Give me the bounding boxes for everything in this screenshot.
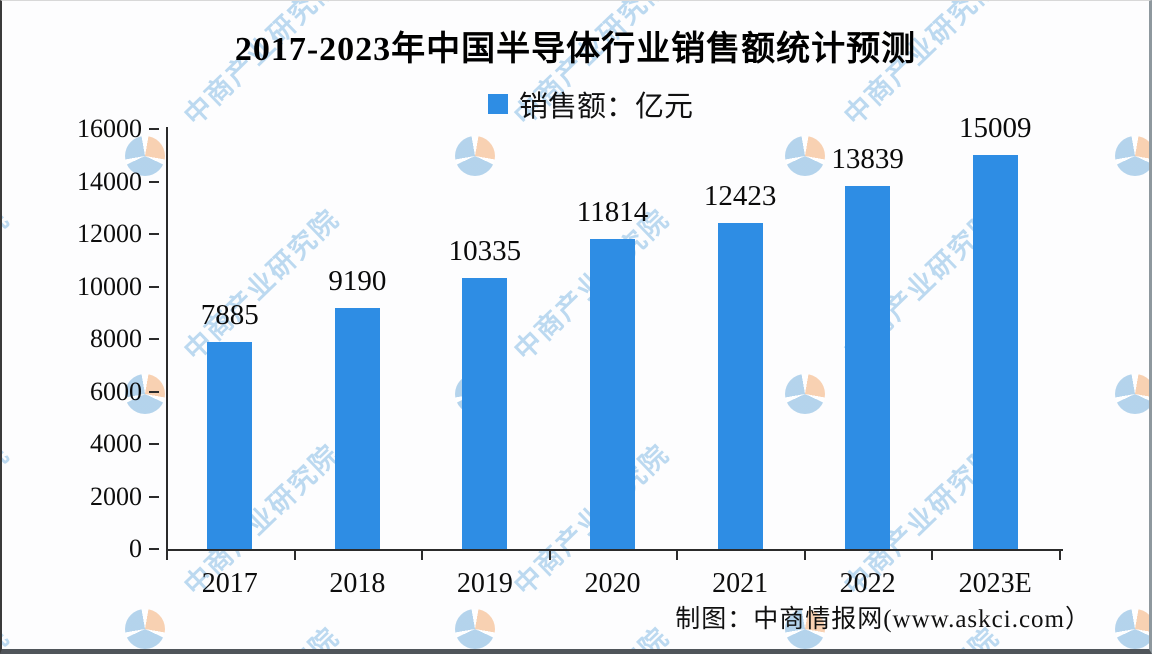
x-axis-tick — [166, 551, 168, 560]
y-axis-tick — [149, 390, 159, 393]
bar — [590, 239, 635, 549]
bar — [972, 155, 1018, 549]
page-title: 2017-2023年中国半导体行业销售额统计预测 — [234, 31, 917, 68]
y-axis-tick — [149, 443, 159, 445]
bar-value-label: 12423 — [703, 180, 777, 212]
x-category-label: 2019 — [456, 568, 513, 599]
x-category-label: 2021 — [712, 568, 769, 599]
legend: 销售额：亿元 — [32, 83, 1149, 125]
y-axis-tick — [149, 128, 159, 130]
x-axis-tick — [931, 551, 934, 560]
x-axis-tick — [1059, 551, 1061, 560]
x-axis-tick — [548, 551, 551, 560]
bar — [717, 223, 763, 549]
x-category-label: 2017 — [201, 568, 258, 599]
y-tick-label: 4000 — [90, 429, 142, 458]
bar — [845, 186, 891, 549]
bar — [462, 278, 508, 549]
y-tick-label: 14000 — [77, 166, 142, 196]
bar — [207, 342, 253, 549]
attribution: 制图：中商情报网(www.askci.com） — [675, 606, 1091, 633]
bar-value-label: 11814 — [576, 196, 649, 228]
y-tick-label: 16000 — [77, 114, 142, 143]
bar-value-label: 9190 — [328, 265, 387, 297]
bar-value-label: 7885 — [200, 299, 259, 331]
legend-swatch-icon — [487, 94, 508, 114]
x-category-label: 2020 — [584, 568, 641, 599]
x-axis-tick — [293, 551, 296, 560]
legend-label: 销售额：亿元 — [518, 91, 693, 123]
x-category-label: 2018 — [329, 568, 386, 599]
y-axis-tick — [149, 548, 159, 550]
y-tick-label: 0 — [129, 534, 142, 563]
x-axis-tick — [676, 551, 679, 560]
x-axis-line — [166, 549, 1063, 551]
y-axis-tick — [149, 285, 159, 288]
bar-value-label: 10335 — [448, 235, 522, 267]
y-axis-tick — [149, 495, 159, 498]
y-tick-label: 2000 — [90, 481, 142, 511]
bar-value-label: 15009 — [958, 112, 1032, 144]
x-category-label: 2022 — [839, 568, 896, 599]
x-axis-tick — [803, 551, 806, 560]
bar — [334, 308, 380, 549]
bar-value-label: 13839 — [831, 143, 904, 175]
y-tick-label: 10000 — [77, 271, 142, 301]
y-axis-tick — [149, 180, 159, 183]
y-tick-label: 6000 — [90, 376, 142, 406]
y-axis-tick — [149, 338, 159, 340]
y-tick-label: 12000 — [77, 219, 142, 248]
x-category-label: 2023E — [958, 568, 1032, 599]
y-axis-tick — [149, 233, 159, 235]
y-tick-label: 8000 — [90, 324, 142, 353]
y-axis-line — [166, 127, 168, 551]
x-axis-tick — [421, 551, 424, 560]
